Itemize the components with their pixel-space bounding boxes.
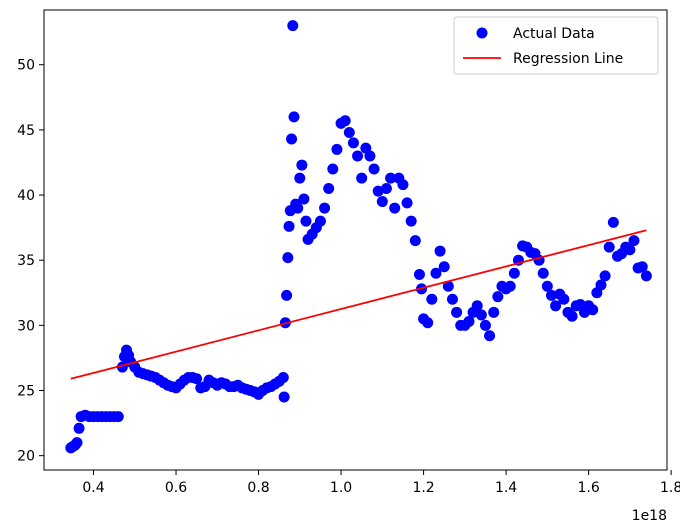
data-point bbox=[558, 293, 570, 305]
data-point bbox=[545, 289, 557, 301]
data-point bbox=[282, 252, 294, 264]
x-tick-label: 0.6 bbox=[165, 480, 187, 496]
x-axis-offset-label: 1e18 bbox=[632, 508, 667, 524]
data-point bbox=[479, 319, 491, 331]
data-point bbox=[537, 267, 549, 279]
data-point bbox=[430, 267, 442, 279]
data-point bbox=[323, 183, 335, 195]
data-point bbox=[397, 179, 409, 191]
data-point bbox=[413, 269, 425, 281]
x-tick-label: 0.4 bbox=[82, 480, 104, 496]
data-point bbox=[475, 309, 487, 321]
data-point bbox=[508, 267, 520, 279]
data-point bbox=[286, 133, 298, 145]
data-point bbox=[541, 280, 553, 292]
data-point bbox=[380, 183, 392, 195]
data-point bbox=[281, 289, 293, 301]
x-tick-label: 1.0 bbox=[330, 480, 352, 496]
x-tick-label: 1.8 bbox=[660, 480, 680, 496]
regression-line bbox=[70, 229, 647, 380]
data-point bbox=[292, 202, 304, 214]
data-point bbox=[603, 241, 615, 253]
x-tick-label: 1.6 bbox=[577, 480, 599, 496]
data-point bbox=[112, 411, 124, 423]
x-tick-label: 1.4 bbox=[495, 480, 517, 496]
data-point bbox=[327, 163, 339, 175]
y-tick-label: 50 bbox=[17, 58, 35, 74]
legend: Actual Data Regression Line bbox=[453, 16, 659, 75]
data-point bbox=[277, 371, 289, 383]
legend-box bbox=[453, 16, 659, 75]
data-point bbox=[442, 280, 454, 292]
data-point bbox=[566, 310, 578, 322]
data-point bbox=[364, 150, 376, 162]
legend-label-actual-data: Actual Data bbox=[513, 26, 595, 42]
data-point bbox=[331, 143, 343, 155]
data-point bbox=[595, 279, 607, 291]
data-point bbox=[298, 193, 310, 205]
data-point bbox=[339, 115, 351, 127]
y-tick-label: 25 bbox=[17, 384, 35, 400]
data-point bbox=[191, 373, 203, 385]
data-point bbox=[347, 137, 359, 149]
data-point bbox=[296, 159, 308, 171]
data-point bbox=[628, 235, 640, 247]
plot-area bbox=[65, 20, 652, 454]
data-point bbox=[587, 304, 599, 316]
data-point bbox=[352, 150, 364, 162]
x-tick-label: 0.8 bbox=[247, 480, 269, 496]
y-tick-label: 45 bbox=[17, 123, 35, 139]
data-point bbox=[624, 244, 636, 256]
data-point bbox=[422, 317, 434, 329]
data-point bbox=[283, 220, 295, 232]
data-point bbox=[73, 422, 85, 434]
data-point bbox=[550, 300, 562, 312]
data-point bbox=[471, 300, 483, 312]
data-point bbox=[640, 270, 652, 282]
axes: 0.4 0.6 0.8 1.0 1.2 1.4 1.6 1.8 20 25 30 35 40 45 50 bbox=[17, 9, 680, 496]
data-point bbox=[389, 202, 401, 214]
data-point bbox=[434, 245, 446, 257]
data-point bbox=[401, 197, 413, 209]
data-point bbox=[288, 111, 300, 123]
data-point bbox=[372, 185, 384, 197]
data-point bbox=[294, 172, 306, 184]
data-point bbox=[438, 261, 450, 273]
data-point bbox=[426, 293, 438, 305]
data-point bbox=[504, 280, 516, 292]
data-point bbox=[488, 306, 500, 318]
data-point bbox=[385, 172, 397, 184]
data-point bbox=[343, 126, 355, 138]
data-point bbox=[446, 293, 458, 305]
data-point bbox=[300, 215, 312, 227]
data-point bbox=[463, 315, 475, 327]
data-point bbox=[376, 196, 388, 208]
data-point bbox=[484, 330, 496, 342]
axes-frame bbox=[43, 9, 668, 471]
data-point bbox=[607, 216, 619, 228]
data-point bbox=[278, 391, 290, 403]
data-point bbox=[492, 291, 504, 303]
data-point bbox=[314, 215, 326, 227]
y-tick-label: 35 bbox=[17, 253, 35, 269]
y-tick-label: 20 bbox=[17, 449, 35, 465]
data-point bbox=[451, 306, 463, 318]
x-tick-label: 1.2 bbox=[412, 480, 434, 496]
y-tick-label: 30 bbox=[17, 318, 35, 334]
data-point bbox=[636, 261, 648, 273]
legend-label-regression-line: Regression Line bbox=[513, 51, 623, 67]
data-point bbox=[71, 437, 83, 449]
data-point bbox=[405, 215, 417, 227]
data-point bbox=[356, 172, 368, 184]
data-point bbox=[599, 270, 611, 282]
y-tick-label: 40 bbox=[17, 188, 35, 204]
data-point bbox=[409, 235, 421, 247]
legend-marker-actual-data bbox=[476, 27, 488, 39]
data-point bbox=[287, 20, 299, 32]
data-point bbox=[368, 163, 380, 175]
data-point bbox=[319, 202, 331, 214]
